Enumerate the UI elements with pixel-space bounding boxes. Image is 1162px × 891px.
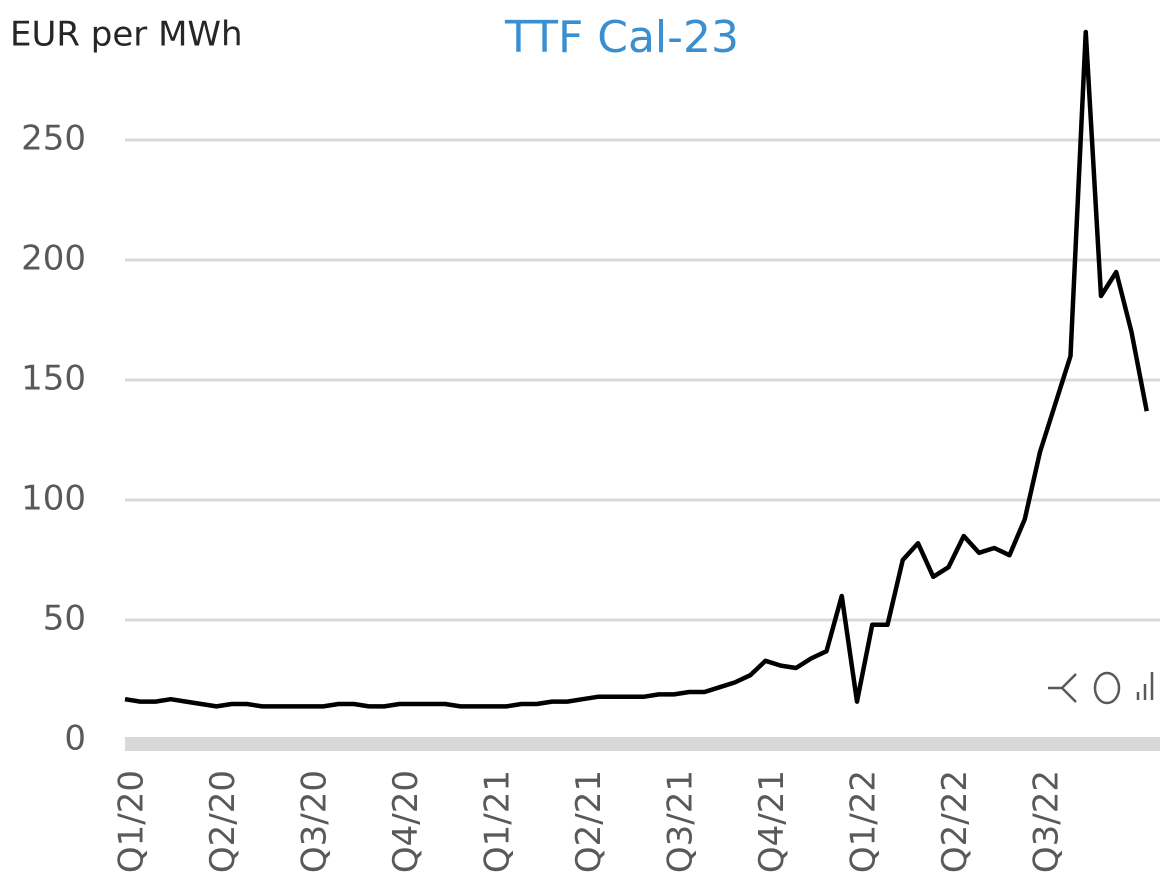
y-axis-label: EUR per MWh [10, 15, 243, 55]
x-tick-label: Q4/21 [752, 770, 792, 873]
x-tick-label: Q3/22 [1027, 770, 1067, 873]
x-tick-label: Q3/21 [661, 770, 701, 873]
y-tick-label: 50 [43, 599, 86, 639]
icon-circle[interactable] [1093, 671, 1121, 705]
icon-bars[interactable] [1136, 672, 1154, 700]
x-tick-label: Q4/20 [386, 770, 426, 873]
y-tick-label: 0 [64, 719, 86, 759]
x-tick-label: Q1/22 [844, 770, 884, 873]
x-tick-label: Q2/20 [203, 770, 243, 873]
x-tick-label: Q1/20 [112, 770, 152, 873]
toolbar-icons[interactable] [1048, 671, 1154, 705]
x-tick-label: Q2/21 [569, 770, 609, 873]
icon-filter[interactable] [1048, 673, 1077, 703]
chart-title: TTF Cal-23 [504, 12, 739, 63]
x-tick-label: Q2/22 [935, 770, 975, 873]
line-series [124, 29, 1149, 709]
x-tick-label: Q1/21 [478, 770, 518, 873]
y-tick-label: 100 [21, 479, 86, 519]
y-tick-label: 200 [21, 239, 86, 279]
y-tick-label: 250 [21, 119, 86, 159]
x-tick-label: Q3/20 [295, 770, 335, 873]
y-tick-label: 150 [21, 359, 86, 399]
